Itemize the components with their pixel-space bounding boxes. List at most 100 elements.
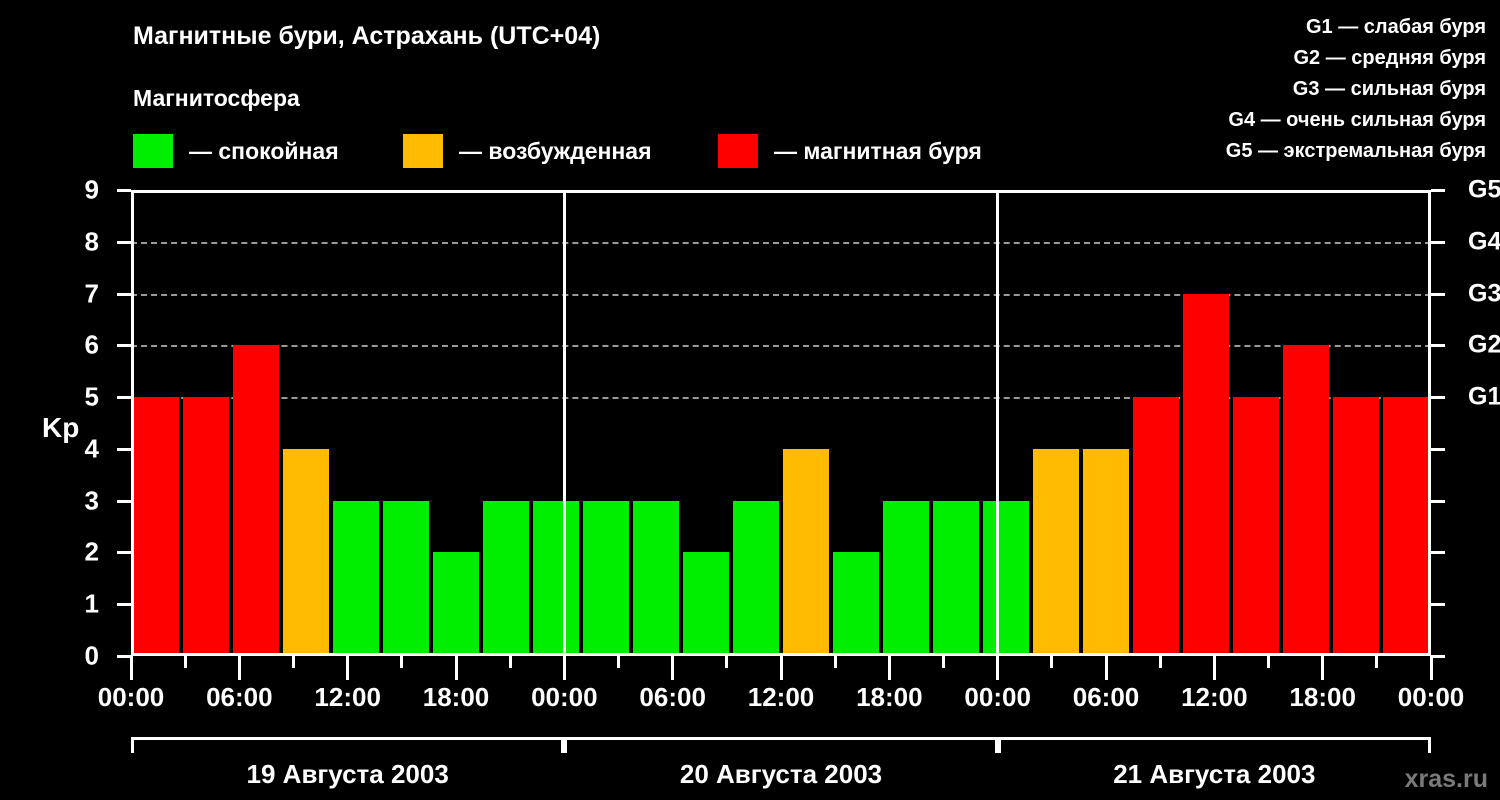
y-tick-label: 0	[84, 640, 99, 671]
plot-area	[131, 190, 1431, 656]
y-tick-mark	[117, 292, 131, 296]
x-tick-mark	[454, 656, 458, 680]
day-brackets: 19 Августа 2003 20 Августа 2003 21 Августа…	[131, 737, 1431, 800]
y-tick-label: 5	[84, 381, 99, 412]
x-tick-mark	[129, 656, 133, 680]
x-tick-label: 06:00	[1072, 682, 1140, 712]
gscale-row-g3: G3 — сильная буря	[1292, 78, 1486, 100]
bar	[883, 500, 929, 656]
x-tick-label: 00:00	[97, 682, 165, 712]
x-tick-minor	[508, 656, 512, 668]
bar-series	[131, 190, 1431, 656]
bar	[133, 397, 179, 656]
x-tick-mark	[887, 656, 891, 680]
y-tick-mark	[117, 655, 131, 658]
g-tick-label: G4	[1468, 227, 1500, 256]
x-tick-mark	[1321, 656, 1325, 680]
bar	[1383, 397, 1429, 656]
y-tick-label: 4	[84, 433, 99, 464]
legend-item-quiet: — спокойная	[133, 130, 339, 172]
g-tick-minor	[1431, 655, 1445, 658]
bar	[1033, 448, 1079, 656]
y-tick-mark	[117, 396, 131, 400]
bar	[833, 552, 879, 656]
gridline	[131, 293, 1431, 296]
y-tick-mark	[117, 240, 131, 244]
gridline	[131, 345, 1431, 348]
x-tick-minor	[1050, 656, 1054, 668]
bar	[633, 500, 679, 656]
y-tick-label: 2	[84, 536, 99, 567]
g-tick-minor	[1431, 551, 1445, 555]
y-tick-label: 7	[84, 278, 99, 309]
gscale-row-g5: G5 — экстремальная буря	[1225, 140, 1486, 162]
bar	[583, 500, 629, 656]
x-tick-label: 18:00	[856, 682, 923, 712]
bar	[333, 500, 379, 656]
gscale-row-g4: G4 — очень сильная буря	[1228, 109, 1486, 131]
gridline	[131, 241, 1431, 244]
legend-label-unsettled: — возбужденная	[459, 137, 652, 164]
gscale-legend: G1 — слабая буря G2 — средняя буря G3 — …	[1226, 12, 1486, 167]
bar	[1133, 397, 1179, 656]
bar	[1283, 345, 1329, 656]
x-tick-label: 06:00	[206, 682, 273, 712]
y-tick-label: 3	[84, 485, 99, 516]
x-axis: 00:00 06:00 12:00 18:00 00:00 06:00 12:00 18:00…	[98, 656, 1464, 800]
bar	[1333, 397, 1379, 656]
g-tick-mark	[1431, 292, 1445, 296]
x-tick-minor	[400, 656, 404, 668]
g-tick-minor	[1431, 447, 1445, 451]
day-divider	[996, 190, 1000, 656]
g-tick-mark	[1431, 396, 1445, 400]
y-tick-mark	[117, 603, 131, 607]
x-tick-mark	[996, 656, 1000, 680]
x-tick-minor	[617, 656, 620, 668]
x-tick-minor	[725, 656, 729, 668]
y-tick-label: 1	[84, 588, 99, 619]
bar	[1183, 293, 1229, 656]
day-bracket	[564, 737, 998, 753]
day-bracket	[997, 737, 1431, 753]
g-tick-label: G2	[1468, 330, 1500, 359]
bar	[183, 397, 229, 656]
day-bracket	[131, 737, 565, 753]
bar	[933, 500, 979, 656]
bar	[733, 500, 779, 656]
g-tick-mark	[1431, 344, 1445, 348]
storm-swatch-icon	[718, 134, 758, 168]
g-tick-minor	[1431, 603, 1445, 607]
quiet-swatch-icon	[133, 134, 173, 168]
y-tick-label: 9	[84, 174, 99, 205]
y-tick-mark	[117, 344, 131, 348]
x-tick-minor	[1267, 656, 1270, 668]
gridline	[131, 397, 1431, 400]
x-tick-mark	[1429, 656, 1433, 680]
unsettled-swatch-icon	[403, 134, 443, 168]
day-label: 19 Августа 2003	[246, 759, 449, 789]
x-tick-label: 00:00	[1397, 682, 1465, 712]
x-tick-minor	[1375, 656, 1379, 668]
bar	[783, 448, 829, 656]
x-tick-mark	[1212, 656, 1216, 680]
y-tick-mark	[117, 551, 131, 555]
day-label: 20 Августа 2003	[679, 759, 883, 789]
x-tick-label: 12:00	[1181, 682, 1248, 712]
x-tick-label: 00:00	[531, 682, 598, 712]
bar	[433, 552, 479, 656]
legend-item-unsettled: — возбужденная	[403, 130, 652, 172]
x-tick-mark	[1104, 656, 1108, 680]
bar	[983, 500, 1029, 656]
bar	[483, 500, 529, 656]
x-tick-minor	[942, 656, 945, 668]
magnetosphere-heading: Магнитосфера	[133, 85, 300, 111]
bar	[683, 552, 729, 656]
y-tick-mark	[117, 499, 131, 503]
x-tick-mark	[237, 656, 241, 680]
legend-label-quiet: — спокойная	[189, 137, 339, 164]
x-tick-minor	[183, 656, 187, 668]
bar	[233, 345, 279, 656]
page-title: Магнитные бури, Астрахань (UTC+04)	[133, 22, 601, 50]
y-tick-label: 8	[84, 226, 99, 257]
x-tick-mark	[562, 656, 566, 680]
